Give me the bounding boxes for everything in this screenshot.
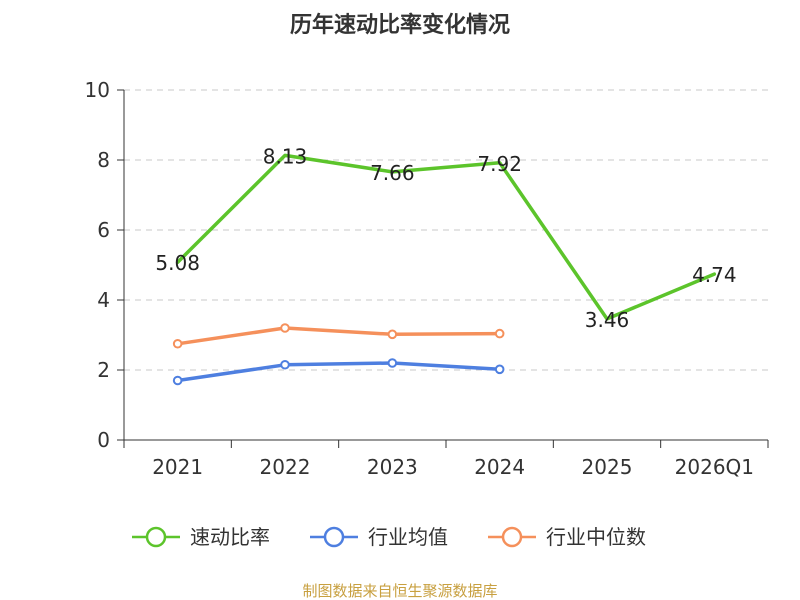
legend-label: 速动比率: [190, 525, 270, 549]
data-labels: 5.08 8.13 7.66 7.92 3.46 4.74: [155, 144, 736, 331]
data-label: 7.92: [477, 152, 522, 176]
x-tick-label: 2021: [152, 455, 203, 479]
y-tick-label: 6: [97, 218, 110, 242]
data-point: [387, 329, 398, 340]
data-label: 8.13: [263, 144, 308, 168]
legend-label: 行业中位数: [546, 525, 646, 549]
chart-title: 历年速动比率变化情况: [290, 12, 510, 38]
data-label: 3.46: [585, 308, 630, 332]
series-line: [175, 153, 717, 321]
data-point: [280, 359, 290, 370]
legend-swatch-marker: [145, 526, 167, 548]
legend-swatch-marker: [323, 526, 345, 548]
axes: 0 2 4 6 8 10 2021 2022 2023 2024 2025 2026Q1: [85, 78, 769, 479]
source-note: 制图数据来自恒生聚源数据库: [302, 582, 497, 600]
data-point: [280, 323, 290, 333]
series-layer: [172, 153, 717, 386]
x-tick-label: 2025: [582, 455, 633, 479]
data-label: 4.74: [692, 263, 737, 287]
legend-label: 行业均值: [368, 525, 448, 549]
y-tick-label: 8: [97, 148, 110, 172]
data-label: 7.66: [370, 161, 415, 185]
data-point: [387, 358, 398, 368]
series-line: [175, 361, 502, 383]
data-point: [494, 364, 505, 375]
grid: [124, 89, 768, 371]
x-tick-label: 2024: [474, 455, 525, 479]
y-tick-label: 2: [97, 358, 110, 382]
series-line: [175, 326, 502, 346]
legend: 速动比率 行业均值 行业中位数: [132, 525, 646, 549]
data-point: [172, 375, 183, 386]
y-tick-label: 0: [97, 428, 110, 452]
x-tick-label: 2022: [260, 455, 311, 479]
legend-swatch-marker: [501, 526, 523, 548]
data-point: [172, 338, 183, 349]
x-tick-label: 2026Q1: [675, 455, 754, 479]
data-point: [494, 328, 505, 339]
y-tick-label: 4: [97, 288, 110, 312]
x-tick-label: 2023: [367, 455, 418, 479]
y-tick-label: 10: [85, 78, 110, 102]
data-label: 5.08: [155, 251, 200, 275]
